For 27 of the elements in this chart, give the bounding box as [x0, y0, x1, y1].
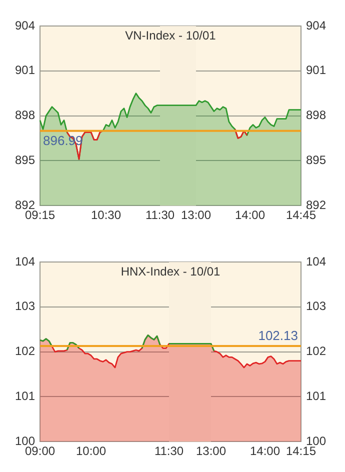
x-tick-label: 10:00 — [76, 444, 106, 458]
y-tick-label: 895 — [14, 153, 36, 168]
y-tick-label: 904 — [14, 18, 36, 32]
x-tick-label: 13:00 — [196, 444, 226, 458]
x-tick-label: 14:00 — [250, 444, 280, 458]
chart-title: HNX-Index - 10/01 — [120, 264, 221, 278]
x-tick-label: 11:30 — [145, 208, 175, 222]
y2-tick-label: 898 — [306, 108, 326, 122]
y2-tick-label: 904 — [306, 18, 326, 32]
y2-tick-label: 101 — [306, 389, 326, 404]
y-tick-label: 898 — [14, 108, 36, 122]
y2-tick-label: 901 — [306, 63, 326, 78]
y2-tick-label: 104 — [306, 254, 326, 268]
y2-tick-label: 895 — [306, 153, 326, 168]
ref-line-label: 102.13 — [258, 328, 298, 344]
x-tick-label: 11:30 — [154, 444, 184, 458]
chart-title: VN-Index - 10/01 — [125, 28, 216, 42]
y-tick-label: 104 — [14, 254, 36, 268]
y-tick-label: 101 — [14, 389, 36, 404]
x-tick-label: 10:30 — [90, 208, 122, 222]
x-tick-label: 14:00 — [234, 208, 266, 222]
y-tick-label: 901 — [14, 63, 36, 78]
y-tick-label: 103 — [14, 299, 36, 314]
y-tick-label: 102 — [14, 344, 36, 358]
y2-tick-label: 102 — [306, 344, 326, 358]
y2-tick-label: 103 — [306, 299, 326, 314]
x-tick-label: 13:00 — [180, 208, 212, 222]
